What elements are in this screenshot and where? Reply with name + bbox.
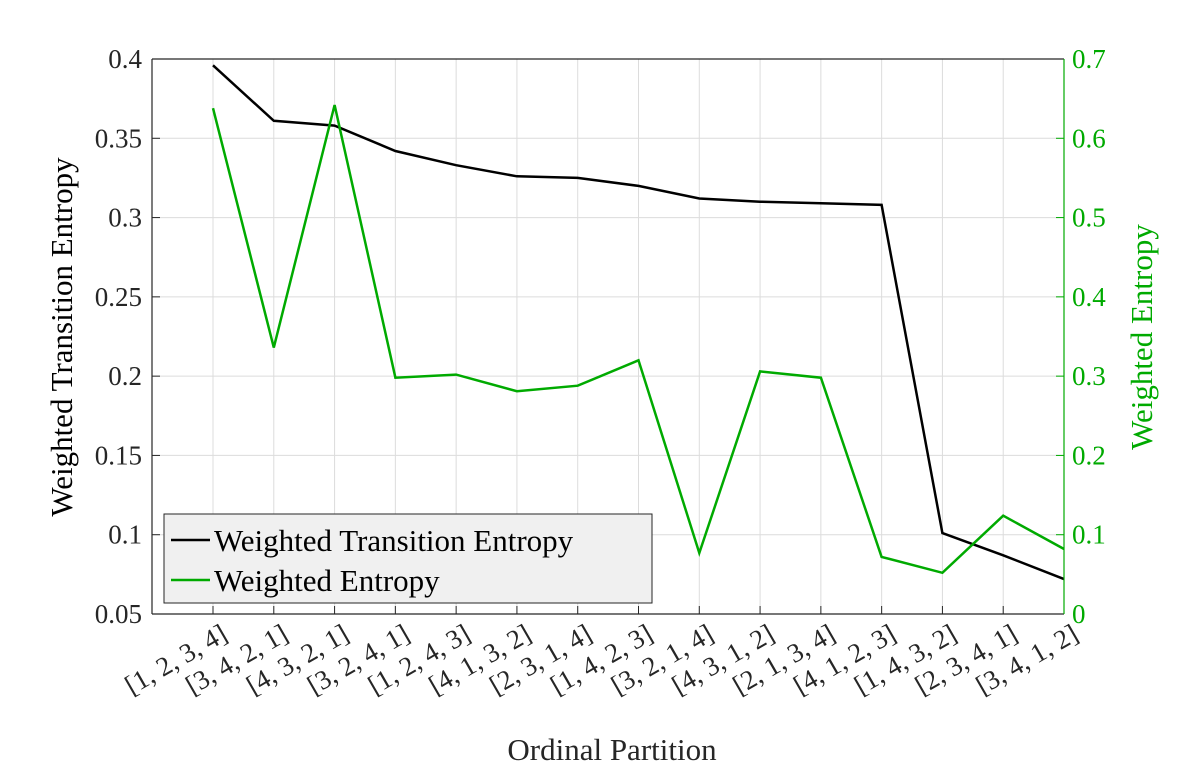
series-line-weighted-entropy: [211, 104, 1065, 575]
right-y-tick-label: 0.5: [1072, 203, 1106, 233]
right-y-tick-label: 0.3: [1072, 361, 1106, 391]
left-y-axis-title: Weighted Transition Entropy: [44, 157, 79, 517]
right-y-tick-label: 0.4: [1072, 282, 1106, 312]
x-axis-title: Ordinal Partition: [507, 732, 717, 767]
right-y-tick-label: 0.6: [1072, 123, 1106, 153]
left-y-ticks: 0.05 0.1 0.15 0.2 0.25 0.3 0.35 0.4: [95, 44, 143, 629]
x-ticks: [1, 2, 3, 4][3, 4, 2, 1][4, 3, 2, 1][3, …: [120, 618, 1083, 700]
series-lines: [211, 64, 1065, 581]
legend-label-weighted-entropy: Weighted Entropy: [214, 563, 440, 598]
legend-box: [163, 513, 653, 604]
left-y-tick-label: 0.2: [108, 361, 142, 391]
right-y-tick-label: 0.7: [1072, 44, 1106, 74]
left-y-tick-label: 0.05: [95, 599, 142, 629]
left-y-tick-label: 0.15: [95, 440, 142, 470]
axes: [151, 58, 1065, 615]
left-y-tick-label: 0.25: [95, 282, 142, 312]
legend: Weighted Transition Entropy Weighted Ent…: [163, 513, 653, 604]
left-y-tick-label: 0.35: [95, 123, 142, 153]
legend-label-transition-entropy: Weighted Transition Entropy: [214, 523, 574, 558]
right-y-tick-label: 0.1: [1072, 520, 1106, 550]
right-y-tick-label: 0.2: [1072, 440, 1106, 470]
series-line-weighted-transition-entropy: [212, 64, 1065, 581]
right-y-ticks: 0 0.1 0.2 0.3 0.4 0.5 0.6 0.7: [1072, 44, 1106, 629]
left-y-tick-label: 0.1: [108, 520, 142, 550]
left-y-tick-label: 0.3: [108, 203, 142, 233]
left-y-tick-label: 0.4: [108, 44, 142, 74]
right-y-axis-title: Weighted Entropy: [1124, 224, 1159, 450]
right-y-tick-label: 0: [1072, 599, 1086, 629]
